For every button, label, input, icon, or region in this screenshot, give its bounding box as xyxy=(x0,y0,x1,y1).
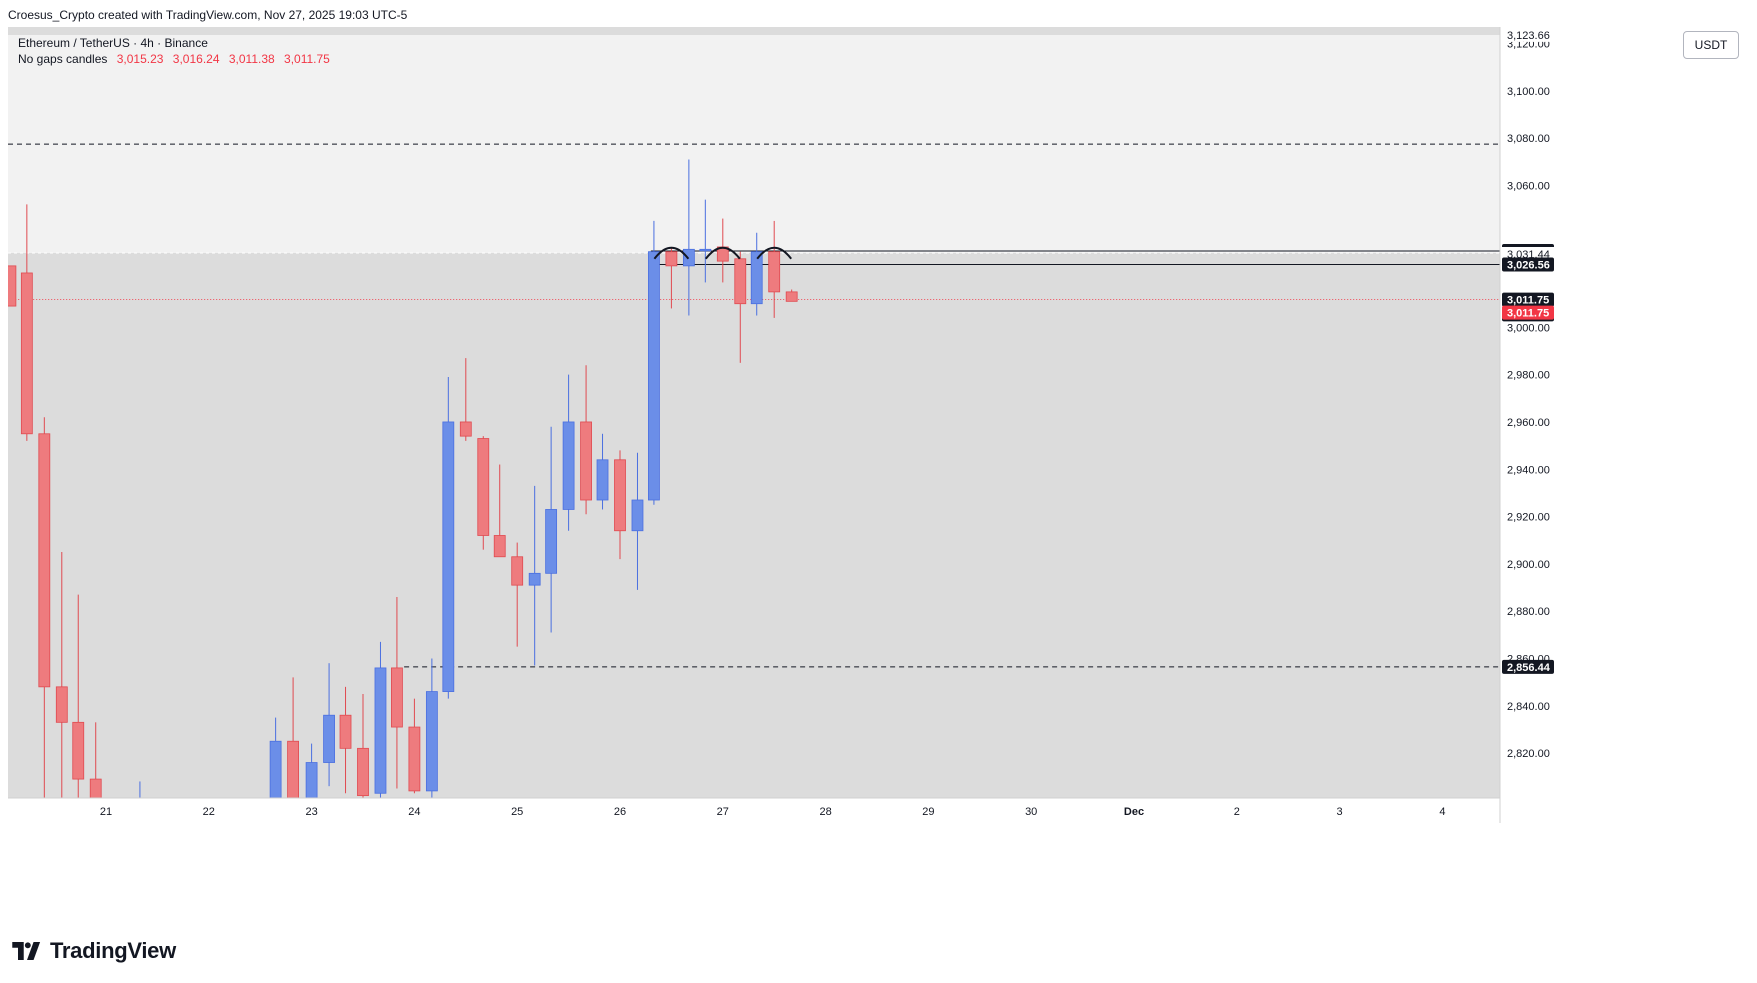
candle-body-17[interactable] xyxy=(442,421,455,692)
candle-body-26[interactable] xyxy=(596,459,609,501)
chart-panel[interactable]: 2,820.00 2,840.00 2,860.00 2,880.00 2,900.00… xyxy=(8,27,1751,923)
below-axis xyxy=(8,823,1751,923)
candle-body-25[interactable] xyxy=(580,421,592,501)
footer-branding: TradingView xyxy=(12,938,176,964)
chart-caption: Croesus_Crypto created with TradingView.… xyxy=(8,8,408,22)
candle-body-0[interactable] xyxy=(8,265,17,307)
price-label-bg-4 xyxy=(1502,292,1554,307)
brand-name: TradingView xyxy=(50,938,176,963)
price-label-bg-6 xyxy=(1502,305,1554,320)
x-tick-label: 25 xyxy=(511,806,523,818)
candle-body-30[interactable] xyxy=(665,251,678,267)
header-band xyxy=(8,27,1500,35)
y-tick-label: 2,900.00 xyxy=(1507,559,1550,571)
x-tick-label: 23 xyxy=(305,806,317,818)
upper-zone xyxy=(8,34,1500,254)
candle-body-23[interactable] xyxy=(545,509,558,574)
price-label-bg-3 xyxy=(1502,257,1554,272)
x-tick-label: 2 xyxy=(1234,806,1240,818)
candle-body-14[interactable] xyxy=(391,667,403,728)
candle-body-31[interactable] xyxy=(682,248,695,267)
y-tick-label: 3,060.00 xyxy=(1507,180,1550,192)
candle-body-28[interactable] xyxy=(631,499,644,532)
y-tick-label: 2,880.00 xyxy=(1507,606,1550,618)
x-tick-label: 21 xyxy=(100,806,112,818)
candle-body-32[interactable] xyxy=(699,248,712,252)
x-tick-label: 28 xyxy=(819,806,831,818)
candle-body-16[interactable] xyxy=(425,691,438,792)
price-label-bg-0 xyxy=(1502,27,1556,42)
candle-body-29[interactable] xyxy=(648,251,660,501)
ohlc-low: 3,011.38 xyxy=(228,52,275,66)
currency-button[interactable]: USDT xyxy=(1683,31,1739,59)
candle-body-19[interactable] xyxy=(477,438,490,536)
y-tick-label: 2,940.00 xyxy=(1507,464,1550,476)
symbol-line: Ethereum / TetherUS · 4h · Binance xyxy=(18,36,208,50)
top-arc-2 xyxy=(756,246,792,260)
y-tick-label: 2,920.00 xyxy=(1507,512,1550,524)
x-tick-label: 29 xyxy=(922,806,934,818)
x-tick-label: Dec xyxy=(1124,806,1144,818)
chart-legend: Ethereum / TetherUS · 4h · Binance No ga… xyxy=(18,35,330,67)
price-axis[interactable] xyxy=(1500,27,1560,823)
candle-body-13[interactable] xyxy=(374,667,387,794)
candle-body-12[interactable] xyxy=(357,747,369,797)
y-tick-label: 3,080.00 xyxy=(1507,133,1550,145)
candle-body-2[interactable] xyxy=(38,433,51,688)
candle-body-22[interactable] xyxy=(528,572,541,586)
price-label-7: 2,856.44 xyxy=(1507,662,1551,674)
y-tick-label: 3,100.00 xyxy=(1507,86,1550,98)
candles-label: No gaps candles xyxy=(18,52,108,66)
price-label-bg-7 xyxy=(1502,659,1554,674)
candle-body-5[interactable] xyxy=(89,778,102,799)
price-label-0: 3,123.66 xyxy=(1507,30,1550,42)
candle-body-35[interactable] xyxy=(750,251,763,305)
ohlc-high: 3,016.24 xyxy=(172,52,220,66)
price-label-bg-2 xyxy=(1502,247,1556,262)
candle-body-27[interactable] xyxy=(614,459,626,532)
x-tick-label: 3 xyxy=(1337,806,1343,818)
y-tick-label: 2,840.00 xyxy=(1507,701,1550,713)
candle-body-21[interactable] xyxy=(511,556,524,586)
top-arc-0 xyxy=(653,246,690,260)
y-tick-label: 3,000.00 xyxy=(1507,322,1550,334)
tradingview-logo-icon xyxy=(12,942,41,960)
x-tick-label: 22 xyxy=(203,806,215,818)
time-axis[interactable] xyxy=(8,798,1500,823)
candle-body-36[interactable] xyxy=(768,251,781,293)
ohlc-close: 3,011.75 xyxy=(284,52,330,66)
candle-body-11[interactable] xyxy=(339,714,352,749)
price-label-2: 3,031.44 xyxy=(1507,249,1550,261)
price-label-4: 3,011.75 xyxy=(1507,295,1549,307)
candle-body-34[interactable] xyxy=(734,258,747,305)
price-chart[interactable]: 2,820.002,840.002,860.002,880.002,900.00… xyxy=(8,27,1751,923)
y-tick-label: 2,960.00 xyxy=(1507,417,1550,429)
x-tick-label: 30 xyxy=(1025,806,1037,818)
x-tick-label: 26 xyxy=(614,806,626,818)
candle-body-7[interactable] xyxy=(269,740,282,799)
ohlc-open: 3,015.23 xyxy=(116,52,164,66)
candle-body-1[interactable] xyxy=(20,272,33,435)
candle-body-15[interactable] xyxy=(408,726,421,792)
x-tick-label: 24 xyxy=(408,806,420,818)
x-tick-label: 27 xyxy=(717,806,729,818)
y-tick-label: 2,980.00 xyxy=(1507,370,1550,382)
candle-body-8[interactable] xyxy=(287,740,299,799)
x-tick-label: 4 xyxy=(1439,806,1445,818)
candle-body-10[interactable] xyxy=(323,714,335,763)
candle-body-4[interactable] xyxy=(72,721,85,780)
candle-body-18[interactable] xyxy=(459,421,472,437)
candle-body-9[interactable] xyxy=(305,762,318,799)
candle-body-24[interactable] xyxy=(562,421,575,510)
candle-body-20[interactable] xyxy=(493,535,506,558)
price-label-3: 3,026.56 xyxy=(1507,260,1550,272)
top-arc-1 xyxy=(705,246,741,260)
y-tick-label: 2,820.00 xyxy=(1507,748,1550,760)
price-label-6: 3,011.75 xyxy=(1507,308,1549,320)
ohlc-row: No gaps candles 3,015.23 3,016.24 3,011.… xyxy=(18,51,330,67)
candle-body-3[interactable] xyxy=(55,686,68,723)
candle-body-37[interactable] xyxy=(785,291,798,302)
